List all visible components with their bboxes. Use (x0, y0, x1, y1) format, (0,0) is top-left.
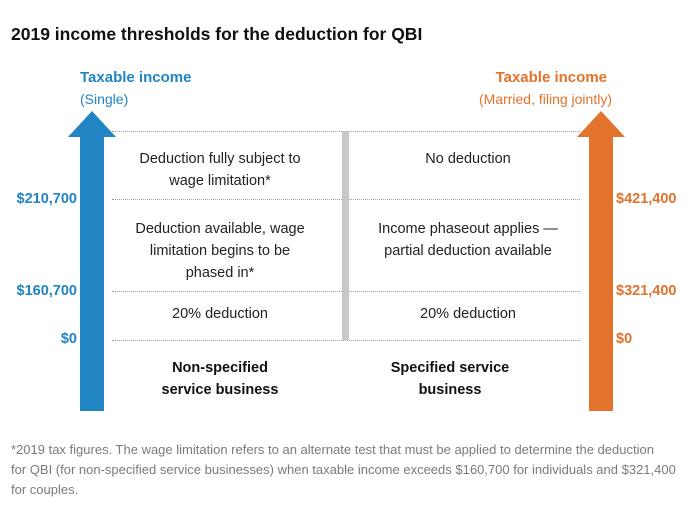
married-income-arrow-icon (577, 111, 625, 411)
label-line: Specified service (390, 360, 510, 376)
cell-line: No deduction (425, 151, 511, 167)
left-threshold-zero: $0 (60, 331, 77, 347)
right-threshold-upper: $421,400 (616, 191, 677, 207)
label-line: service business (161, 382, 279, 398)
page-title: 2019 income thresholds for the deduction… (11, 24, 423, 44)
cell-line: Income phaseout applies — (378, 221, 558, 237)
footnote-line: *2019 tax figures. The wage limitation r… (11, 442, 654, 457)
cell-line: 20% deduction (172, 306, 268, 322)
left-axis-subtitle: (Single) (80, 91, 129, 107)
footnote-line: for couples. (11, 482, 79, 497)
specified-middle-cell: Income phaseout applies — partial deduct… (360, 218, 576, 262)
cell-line: wage limitation* (169, 173, 271, 189)
cell-line: Deduction available, wage (135, 221, 305, 237)
right-threshold-lower: $321,400 (616, 283, 677, 299)
right-axis-title: Taxable income (495, 69, 607, 86)
non-specified-middle-cell: Deduction available, wage limitation beg… (118, 218, 322, 284)
specified-top-cell: No deduction (360, 148, 576, 170)
single-income-arrow-icon (68, 111, 116, 411)
zero-income-line (112, 340, 580, 341)
right-axis-subtitle: (Married, filing jointly) (478, 91, 612, 107)
column-divider (342, 131, 349, 340)
left-axis-title: Taxable income (80, 69, 192, 86)
cell-line: phased in* (185, 265, 255, 281)
cell-line: Deduction fully subject to (139, 151, 301, 167)
footnote: *2019 tax figures. The wage limitation r… (11, 440, 695, 500)
cell-line: limitation begins to be (149, 243, 291, 259)
specified-bottom-cell: 20% deduction (360, 303, 576, 325)
specified-column-label: Specified service business (360, 357, 540, 401)
label-line: business (418, 382, 482, 398)
cell-line: partial deduction available (384, 243, 552, 259)
right-threshold-zero: $0 (616, 331, 633, 347)
left-threshold-upper: $210,700 (16, 191, 77, 207)
non-specified-column-label: Non-specified service business (118, 357, 322, 401)
non-specified-bottom-cell: 20% deduction (118, 303, 322, 325)
non-specified-top-cell: Deduction fully subject to wage limitati… (118, 148, 322, 192)
footnote-line: for QBI (for non-specified service busin… (11, 462, 676, 477)
cell-line: 20% deduction (420, 306, 516, 322)
label-line: Non-specified (172, 360, 268, 376)
left-threshold-lower: $160,700 (16, 283, 77, 299)
